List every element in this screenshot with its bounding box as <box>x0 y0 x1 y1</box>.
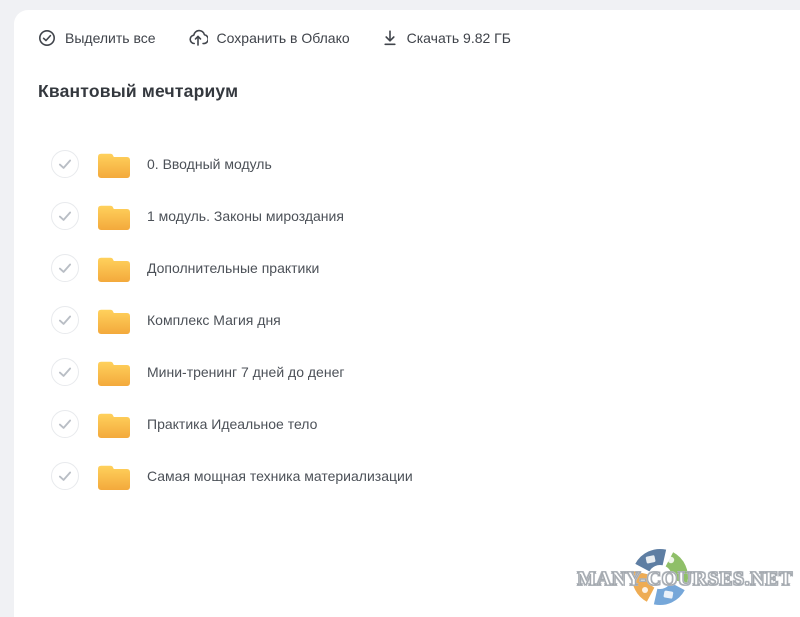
folder-name: Мини-тренинг 7 дней до денег <box>147 364 345 380</box>
folder-icon <box>96 358 132 387</box>
folder-checkbox[interactable] <box>51 358 79 386</box>
folder-checkbox[interactable] <box>51 202 79 230</box>
folder-checkbox[interactable] <box>51 410 79 438</box>
folder-icon <box>96 410 132 439</box>
folder-icon <box>96 254 132 283</box>
checkbox-check-icon <box>58 315 72 325</box>
checkbox-check-icon <box>58 367 72 377</box>
folder-checkbox[interactable] <box>51 254 79 282</box>
save-to-cloud-button[interactable]: Сохранить в Облако <box>188 29 350 47</box>
folder-name: 1 модуль. Законы мироздания <box>147 208 344 224</box>
folder-row[interactable]: 1 модуль. Законы мироздания <box>14 190 800 242</box>
folder-checkbox[interactable] <box>51 462 79 490</box>
checkbox-check-icon <box>58 471 72 481</box>
checkbox-check-icon <box>58 159 72 169</box>
cloud-upload-icon <box>188 29 208 47</box>
checkbox-check-icon <box>58 211 72 221</box>
folder-list: 0. Вводный модуль 1 модуль. Законы мироз… <box>14 138 800 502</box>
folder-row[interactable]: Комплекс Магия дня <box>14 294 800 346</box>
folder-name: Практика Идеальное тело <box>147 416 318 432</box>
select-all-button[interactable]: Выделить все <box>38 29 156 47</box>
folder-name: 0. Вводный модуль <box>147 156 272 172</box>
folder-checkbox[interactable] <box>51 150 79 178</box>
folder-row[interactable]: Практика Идеальное тело <box>14 398 800 450</box>
folder-row[interactable]: Дополнительные практики <box>14 242 800 294</box>
toolbar: Выделить все Сохранить в Облако Скач <box>14 10 800 47</box>
folder-name: Самая мощная техника материализации <box>147 468 413 484</box>
download-label: Скачать 9.82 ГБ <box>406 30 511 46</box>
folder-icon <box>96 202 132 231</box>
folder-row[interactable]: 0. Вводный модуль <box>14 138 800 190</box>
check-circle-icon <box>38 29 56 47</box>
folder-row[interactable]: Самая мощная техника материализации <box>14 450 800 502</box>
folder-icon <box>96 462 132 491</box>
download-icon <box>382 29 398 47</box>
download-button[interactable]: Скачать 9.82 ГБ <box>382 29 511 47</box>
folder-name: Дополнительные практики <box>147 260 320 276</box>
content-card: Выделить все Сохранить в Облако Скач <box>14 10 800 617</box>
checkbox-check-icon <box>58 263 72 273</box>
folder-row[interactable]: Мини-тренинг 7 дней до денег <box>14 346 800 398</box>
checkbox-check-icon <box>58 419 72 429</box>
folder-name: Комплекс Магия дня <box>147 312 281 328</box>
save-to-cloud-label: Сохранить в Облако <box>216 30 350 46</box>
page-title: Квантовый мечтариум <box>38 81 239 101</box>
folder-icon <box>96 306 132 335</box>
select-all-label: Выделить все <box>65 30 156 46</box>
folder-checkbox[interactable] <box>51 306 79 334</box>
folder-icon <box>96 150 132 179</box>
